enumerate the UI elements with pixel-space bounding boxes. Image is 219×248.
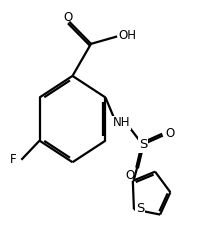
Text: O: O [165, 127, 175, 140]
Text: OH: OH [118, 29, 136, 42]
Text: O: O [64, 11, 73, 24]
Text: S: S [136, 202, 144, 215]
Text: F: F [10, 153, 16, 166]
Text: NH: NH [113, 116, 130, 129]
Text: S: S [139, 138, 147, 152]
Text: O: O [125, 169, 134, 182]
